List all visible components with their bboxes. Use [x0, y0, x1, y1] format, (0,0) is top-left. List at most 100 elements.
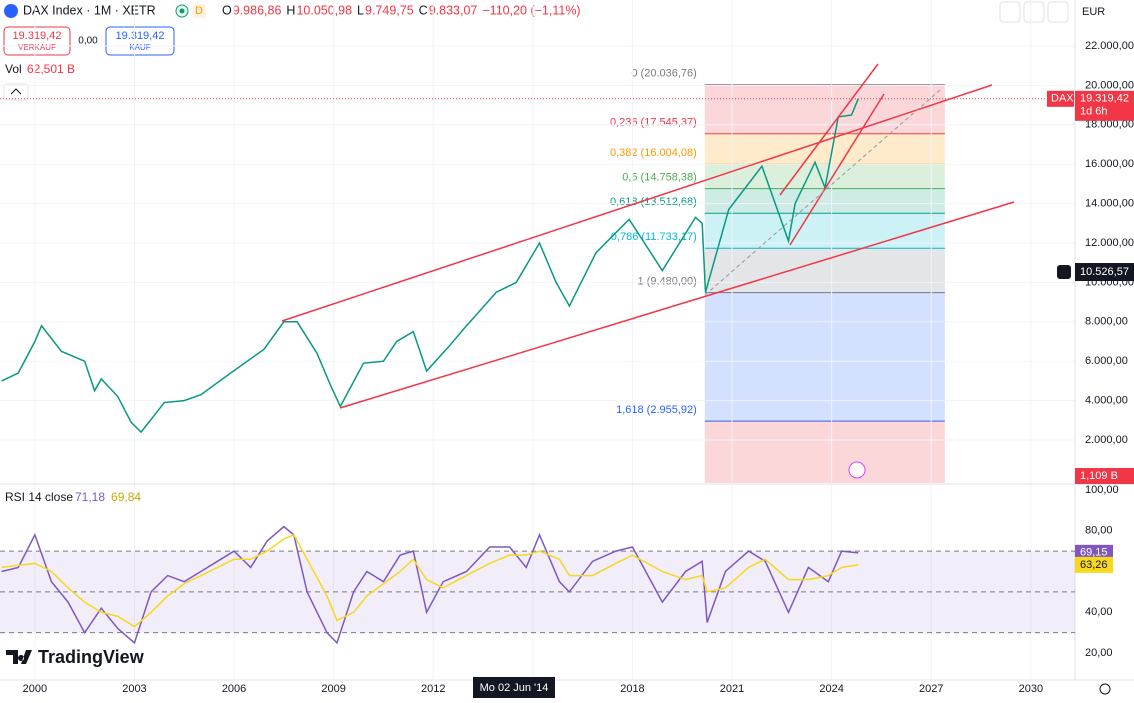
currency[interactable]: EUR	[1082, 6, 1105, 18]
event-icon[interactable]	[848, 461, 866, 479]
x-tick-label: 2027	[919, 683, 943, 695]
rsi-last-box	[1075, 556, 1113, 573]
y-tick-label: 100,00	[1085, 484, 1119, 496]
x-tick-label: 2021	[720, 683, 744, 695]
fib-band	[704, 84, 945, 134]
x-tick-label: 2006	[222, 683, 246, 695]
crosshair-price: 10.526,57	[1080, 266, 1129, 278]
badge-bg	[192, 4, 206, 18]
fib-label: 0 (20.036,76)	[631, 68, 696, 80]
scale-labels: 2.000,004.000,006.000,008.000,0010.000,0…	[23, 40, 1134, 698]
trend-line-dashed	[704, 89, 941, 296]
change: −110,20 (−1,11%)	[482, 3, 580, 17]
fib-label: 1,618 (2.955,92)	[616, 404, 697, 416]
buy-label: KAUF	[129, 43, 150, 52]
crosshair-date: Mo 02 Jun '14	[480, 682, 549, 694]
fib-label: 0,236 (17.545,37)	[610, 117, 697, 129]
brand: TradingView	[38, 647, 145, 667]
volume-box	[1075, 468, 1134, 484]
series-line	[1, 533, 859, 628]
buy-button[interactable]	[105, 26, 175, 56]
series-line	[1, 525, 859, 645]
y-tick-label: 80,00	[1085, 525, 1113, 537]
ohlc-value: 10.050,98	[296, 3, 352, 17]
grid	[0, 0, 1075, 680]
spread: 0,00	[78, 36, 98, 47]
y-tick-label: 14.000,00	[1085, 198, 1134, 210]
x-tick-label: 2000	[23, 683, 47, 695]
y-tick-label: 18.000,00	[1085, 119, 1134, 131]
fib-label: 1 (9.480,00)	[637, 276, 696, 288]
fib-label: 0,382 (16.004,08)	[610, 147, 697, 159]
rsi-legend-value: 71,18	[75, 490, 105, 504]
y-tick-label: 16.000,00	[1085, 158, 1134, 170]
sell-label: VERKAUF	[18, 43, 56, 52]
x-tick-label: 2012	[421, 683, 445, 695]
last-price-box	[1075, 90, 1134, 121]
fib-band	[704, 213, 945, 249]
rsi-last: 63,26	[1080, 559, 1108, 571]
logo: TradingView	[6, 647, 145, 667]
ohlc-key: H	[286, 3, 295, 17]
fib-retracement: 0 (20.036,76) 0,236 (17.545,37) 0,382 (16.…	[610, 68, 945, 483]
fib-band	[704, 292, 945, 422]
y-tick-label: 20.000,00	[1085, 79, 1134, 91]
rsi-legend: RSI 14 close	[5, 490, 73, 504]
sell-button[interactable]	[3, 26, 71, 56]
ohlc-value: 9.749,75	[365, 3, 414, 17]
symbol-box	[1047, 90, 1074, 107]
y-tick-label: 8.000,00	[1085, 316, 1128, 328]
crosshair-date-box	[473, 677, 555, 698]
y-tick-label: 4.000,00	[1085, 395, 1128, 407]
series-line	[1, 98, 859, 434]
fib-label: 0,5 (14.758,38)	[622, 172, 697, 184]
trend-lines	[281, 63, 1015, 409]
ohlc-value: 9.986,86	[233, 3, 282, 17]
x-tick-label: 2003	[122, 683, 146, 695]
tool-button[interactable]	[999, 1, 1021, 23]
ohlc: O 9.986,86 H 10.050,98 L 9.749,75 C 9.833,07 −11…	[222, 3, 581, 17]
symbol-icon	[4, 4, 18, 18]
rsi-legend-value: 69,84	[111, 490, 141, 504]
fib-band	[704, 164, 945, 189]
countdown: 1d 6h	[1080, 106, 1108, 118]
fib-band	[704, 133, 945, 165]
logo-icon	[6, 650, 32, 664]
volume-scale: 1,109 B	[1080, 470, 1118, 482]
badge: D	[195, 5, 203, 17]
y-tick-label: 22.000,00	[1085, 40, 1134, 52]
trend-line	[281, 84, 993, 322]
tool-button[interactable]	[1047, 1, 1069, 23]
toolbar: EUR	[999, 1, 1105, 23]
tool-button[interactable]	[1023, 1, 1045, 23]
ohlc-key: C	[419, 3, 428, 17]
x-tick-label: 2030	[1019, 683, 1043, 695]
x-tick-label: 2018	[620, 683, 644, 695]
y-tick-label: 6.000,00	[1085, 355, 1128, 367]
symbol[interactable]: DAX Index · 1M · XETR	[23, 3, 156, 17]
symbol-tag: DAX	[1051, 93, 1074, 105]
buy-price: 19.319,42	[116, 30, 165, 42]
rsi-last-box	[1075, 544, 1113, 561]
volume-label: Vol	[5, 62, 22, 76]
last-price: 19.319,42	[1080, 93, 1129, 105]
ohlc-key: L	[357, 3, 364, 17]
collapse-icon	[10, 88, 22, 95]
y-tick-label: 2.000,00	[1085, 434, 1128, 446]
x-tick-label: 2009	[321, 683, 345, 695]
trend-line	[789, 93, 885, 246]
fib-band	[704, 248, 945, 293]
crosshair-marker[interactable]	[1057, 265, 1071, 280]
sell-price: 19.319,42	[13, 30, 62, 42]
settings-icon[interactable]	[1099, 683, 1111, 695]
y-tick-label: 20,00	[1085, 647, 1113, 659]
crosshair-box	[1075, 263, 1134, 282]
rsi-last: 69,15	[1080, 547, 1108, 559]
y-tick-label: 40,00	[1085, 606, 1113, 618]
volume-value: 62,501 B	[27, 62, 75, 76]
trend-line	[339, 201, 1015, 409]
collapse-button[interactable]	[3, 83, 29, 101]
fib-band	[704, 421, 945, 483]
